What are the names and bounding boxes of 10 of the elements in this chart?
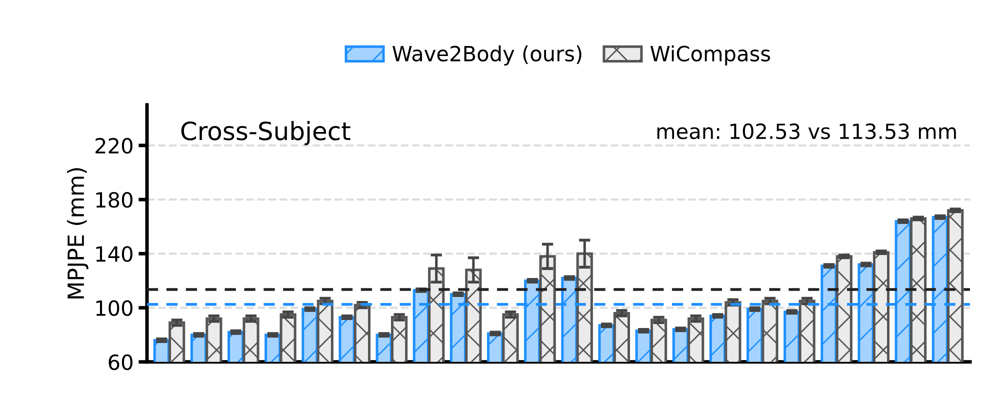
legend-label: WiCompass	[650, 45, 770, 66]
y-tick-label: 100	[96, 300, 132, 316]
y-tick-label: 180	[96, 192, 132, 208]
y-tick-label: 220	[96, 138, 132, 154]
annotation: mean: 102.53 vs 113.53 mm	[657, 123, 956, 140]
legend-label: Wave2Body (ours)	[392, 45, 582, 66]
annotation: Cross-Subject	[181, 121, 350, 146]
y-axis-title: MPJPE (mm)	[67, 168, 88, 298]
y-tick-label: 60	[108, 354, 132, 370]
y-tick-label: 140	[96, 246, 132, 262]
